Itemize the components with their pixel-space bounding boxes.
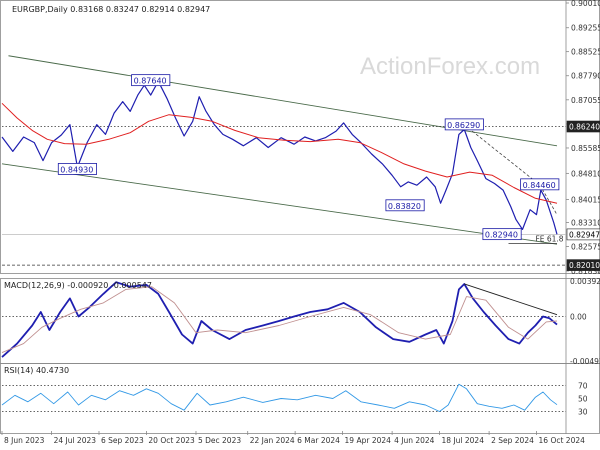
level-tag — [566, 120, 600, 133]
x-tick-label: 24 Jul 2023 — [54, 436, 97, 445]
level-tag — [566, 228, 600, 241]
price-tick-label: 0.84810 — [571, 169, 600, 178]
price-tick-label: 0.88525 — [571, 48, 600, 57]
price-tick-label: 0.89255 — [571, 24, 600, 33]
annotation-box — [482, 228, 522, 241]
channel-line-2 — [1, 163, 558, 245]
x-tick-label: 20 Oct 2023 — [148, 436, 195, 445]
annotation-box — [385, 199, 425, 212]
annotation-box — [520, 178, 560, 191]
level-tag-label: 0.86240 — [569, 123, 600, 132]
price-tick-label: 0.84015 — [571, 195, 600, 204]
watermark-text: ActionForex.com — [360, 53, 540, 80]
annotation-label: 0.82940 — [485, 231, 518, 240]
annotation-box — [444, 118, 484, 131]
annotation-label: 0.83820 — [388, 202, 421, 211]
chart-lines — [1, 55, 566, 412]
moving-average-line — [1, 102, 558, 204]
x-tick-label: 6 Mar 2024 — [297, 436, 340, 445]
fe-label: FE 61.8 — [535, 234, 563, 243]
annotation-box — [131, 74, 171, 87]
price-tick-label: 0.85585 — [571, 144, 600, 153]
rsi-label: RSI(14) 40.4730 — [4, 366, 69, 375]
annotation-box — [57, 163, 97, 175]
macd-tick-label: 0.00 — [570, 312, 587, 321]
annotation-label: 0.84930 — [60, 165, 93, 174]
annotation-label: 0.84460 — [523, 181, 556, 190]
x-tick-label: 18 Jul 2024 — [442, 436, 485, 445]
rsi-tick-label: 50 — [578, 395, 588, 404]
chart-title: EURGBP,Daily 0.83168 0.83247 0.82914 0.8… — [12, 5, 210, 14]
x-tick-label: 6 Sep 2023 — [101, 436, 144, 445]
level-tag-label: 0.82010 — [569, 261, 600, 270]
chart-header: EURGBP,Daily 0.83168 0.83247 0.82914 0.8… — [12, 5, 210, 14]
price-tick-label: 0.90010 — [571, 0, 600, 8]
channel-line-1 — [8, 55, 558, 147]
price-series-line — [1, 80, 558, 235]
price-tick-label: 0.87055 — [571, 96, 600, 105]
watermark-layer: ActionForex.com — [360, 53, 540, 80]
macd-label: MACD(12,26,9) -0.000920 -0.000547 — [4, 281, 152, 290]
price-tick-label: 0.83310 — [571, 219, 600, 228]
price-tick-label: 0.82575 — [571, 243, 600, 252]
macd-tick-label: 0.003928 — [570, 277, 600, 286]
rsi-tick-label: 70 — [578, 382, 588, 391]
price-tick-label: 0.81830 — [571, 267, 600, 276]
level-tag-label: 0.82947 — [569, 230, 600, 239]
rsi-tick-label: 30 — [578, 408, 588, 417]
annotation-label: 0.87640 — [134, 77, 167, 86]
price-tick-label: 0.87790 — [571, 72, 600, 81]
macd-trend-line — [464, 283, 558, 316]
macd-line — [1, 281, 558, 358]
macd-tick-label: -0.004929 — [570, 357, 600, 366]
x-tick-label: 22 Jan 2024 — [250, 436, 295, 445]
chart-labels: FE 61.8 0.87640 0.84930 0.86290 0.83820 0.844… — [4, 74, 564, 375]
macd-signal-line — [1, 286, 558, 354]
level-tag — [566, 259, 600, 271]
x-tick-label: 19 Apr 2024 — [345, 436, 392, 445]
x-tick-label: 2 Sep 2024 — [491, 436, 534, 445]
x-tick-label: 8 Jun 2023 — [4, 436, 45, 445]
rsi-line — [1, 383, 558, 412]
x-tick-label: 16 Oct 2024 — [539, 436, 586, 445]
x-tick-label: 5 Dec 2023 — [198, 436, 241, 445]
annotation-label: 0.86290 — [447, 121, 480, 130]
x-tick-label: 4 Jun 2024 — [394, 436, 435, 445]
guide-line-1 — [464, 124, 541, 186]
